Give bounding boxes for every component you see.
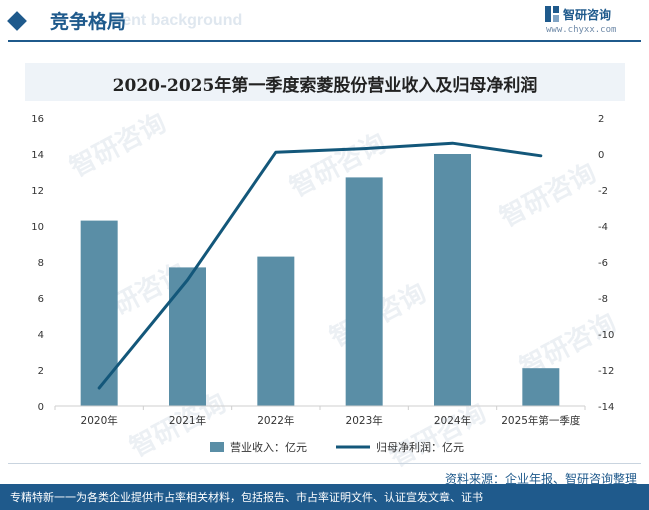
- y-left-tick-label: 8: [38, 258, 44, 269]
- y-left-tick-label: 0: [38, 402, 44, 413]
- combo-chart: 0 2 4 6 8 10 12 14 16 -14 -12 -10 -8 -6 -4 -2 0 2 2020年 202…: [31, 114, 614, 454]
- header-ghost-text: ment background: [108, 12, 243, 29]
- brand-logo: 智研咨询 www.chyxx.com: [545, 6, 635, 40]
- footer-divider: [8, 463, 641, 464]
- line-net-profit: [97, 141, 543, 390]
- logo-icon: [545, 6, 559, 22]
- y-left-tick-label: 16: [31, 114, 44, 125]
- x-tick-label: 2023年: [346, 414, 383, 427]
- y-left-tick-label: 14: [31, 150, 44, 161]
- y-right-tick-label: -2: [598, 186, 608, 197]
- y-right-tick-label: -4: [598, 222, 608, 233]
- header-bar: ment background 竞争格局 智研咨询 www.chyxx.com: [0, 0, 649, 44]
- x-tick-label: 2022年: [257, 414, 294, 427]
- x-tick-label: 2021年: [169, 414, 206, 427]
- legend-swatch-revenue: [210, 442, 224, 452]
- y-right-tick-label: -10: [598, 330, 614, 341]
- bottom-tagline: 专精特新一一为各类企业提供市占率相关材料，包括报告、市占率证明文件、认证宣发文章…: [10, 491, 483, 504]
- y-right-tick-label: 0: [598, 150, 604, 161]
- chart-title: 2020-2025年第一季度索菱股份营业收入及归母净利润: [112, 76, 538, 96]
- legend-label-revenue: 营业收入：亿元: [230, 440, 307, 454]
- x-tick-label: 2020年: [81, 414, 118, 427]
- bottom-banner: 专精特新一一为各类企业提供市占率相关材料，包括报告、市占率证明文件、认证宣发文章…: [0, 484, 649, 510]
- legend-label-net-profit: 归母净利润：亿元: [376, 440, 464, 454]
- header-divider: [8, 40, 641, 42]
- y-left-tick-label: 4: [38, 330, 44, 341]
- chart-title-band: 2020-2025年第一季度索菱股份营业收入及归母净利润: [25, 63, 625, 101]
- y-right-tick-label: -8: [598, 294, 608, 305]
- bar-revenue: [345, 177, 383, 406]
- bar-revenue: [434, 154, 471, 406]
- brand-url: www.chyxx.com: [546, 25, 617, 35]
- brand-name: 智研咨询: [563, 8, 612, 22]
- source-note: 资料来源：企业年报、智研咨询整理: [444, 472, 637, 486]
- y-left-tick-label: 10: [31, 222, 44, 233]
- y-left-tick-label: 6: [38, 294, 44, 305]
- y-right-tick-label: 2: [598, 114, 604, 125]
- bar-revenue: [522, 368, 560, 406]
- y-right-tick-label: -14: [598, 402, 614, 413]
- y-left-tick-label: 12: [31, 186, 44, 197]
- section-title: 竞争格局: [50, 11, 127, 33]
- y-left-tick-label: 2: [38, 366, 44, 377]
- bar-revenue: [169, 267, 206, 406]
- x-tick-label: 2024年: [434, 414, 471, 427]
- y-right-tick-label: -6: [598, 258, 608, 269]
- x-tick-label: 2025年第一季度: [501, 414, 581, 427]
- y-right-tick-label: -12: [598, 366, 614, 377]
- bar-revenue: [257, 256, 295, 406]
- bar-revenue: [80, 220, 118, 406]
